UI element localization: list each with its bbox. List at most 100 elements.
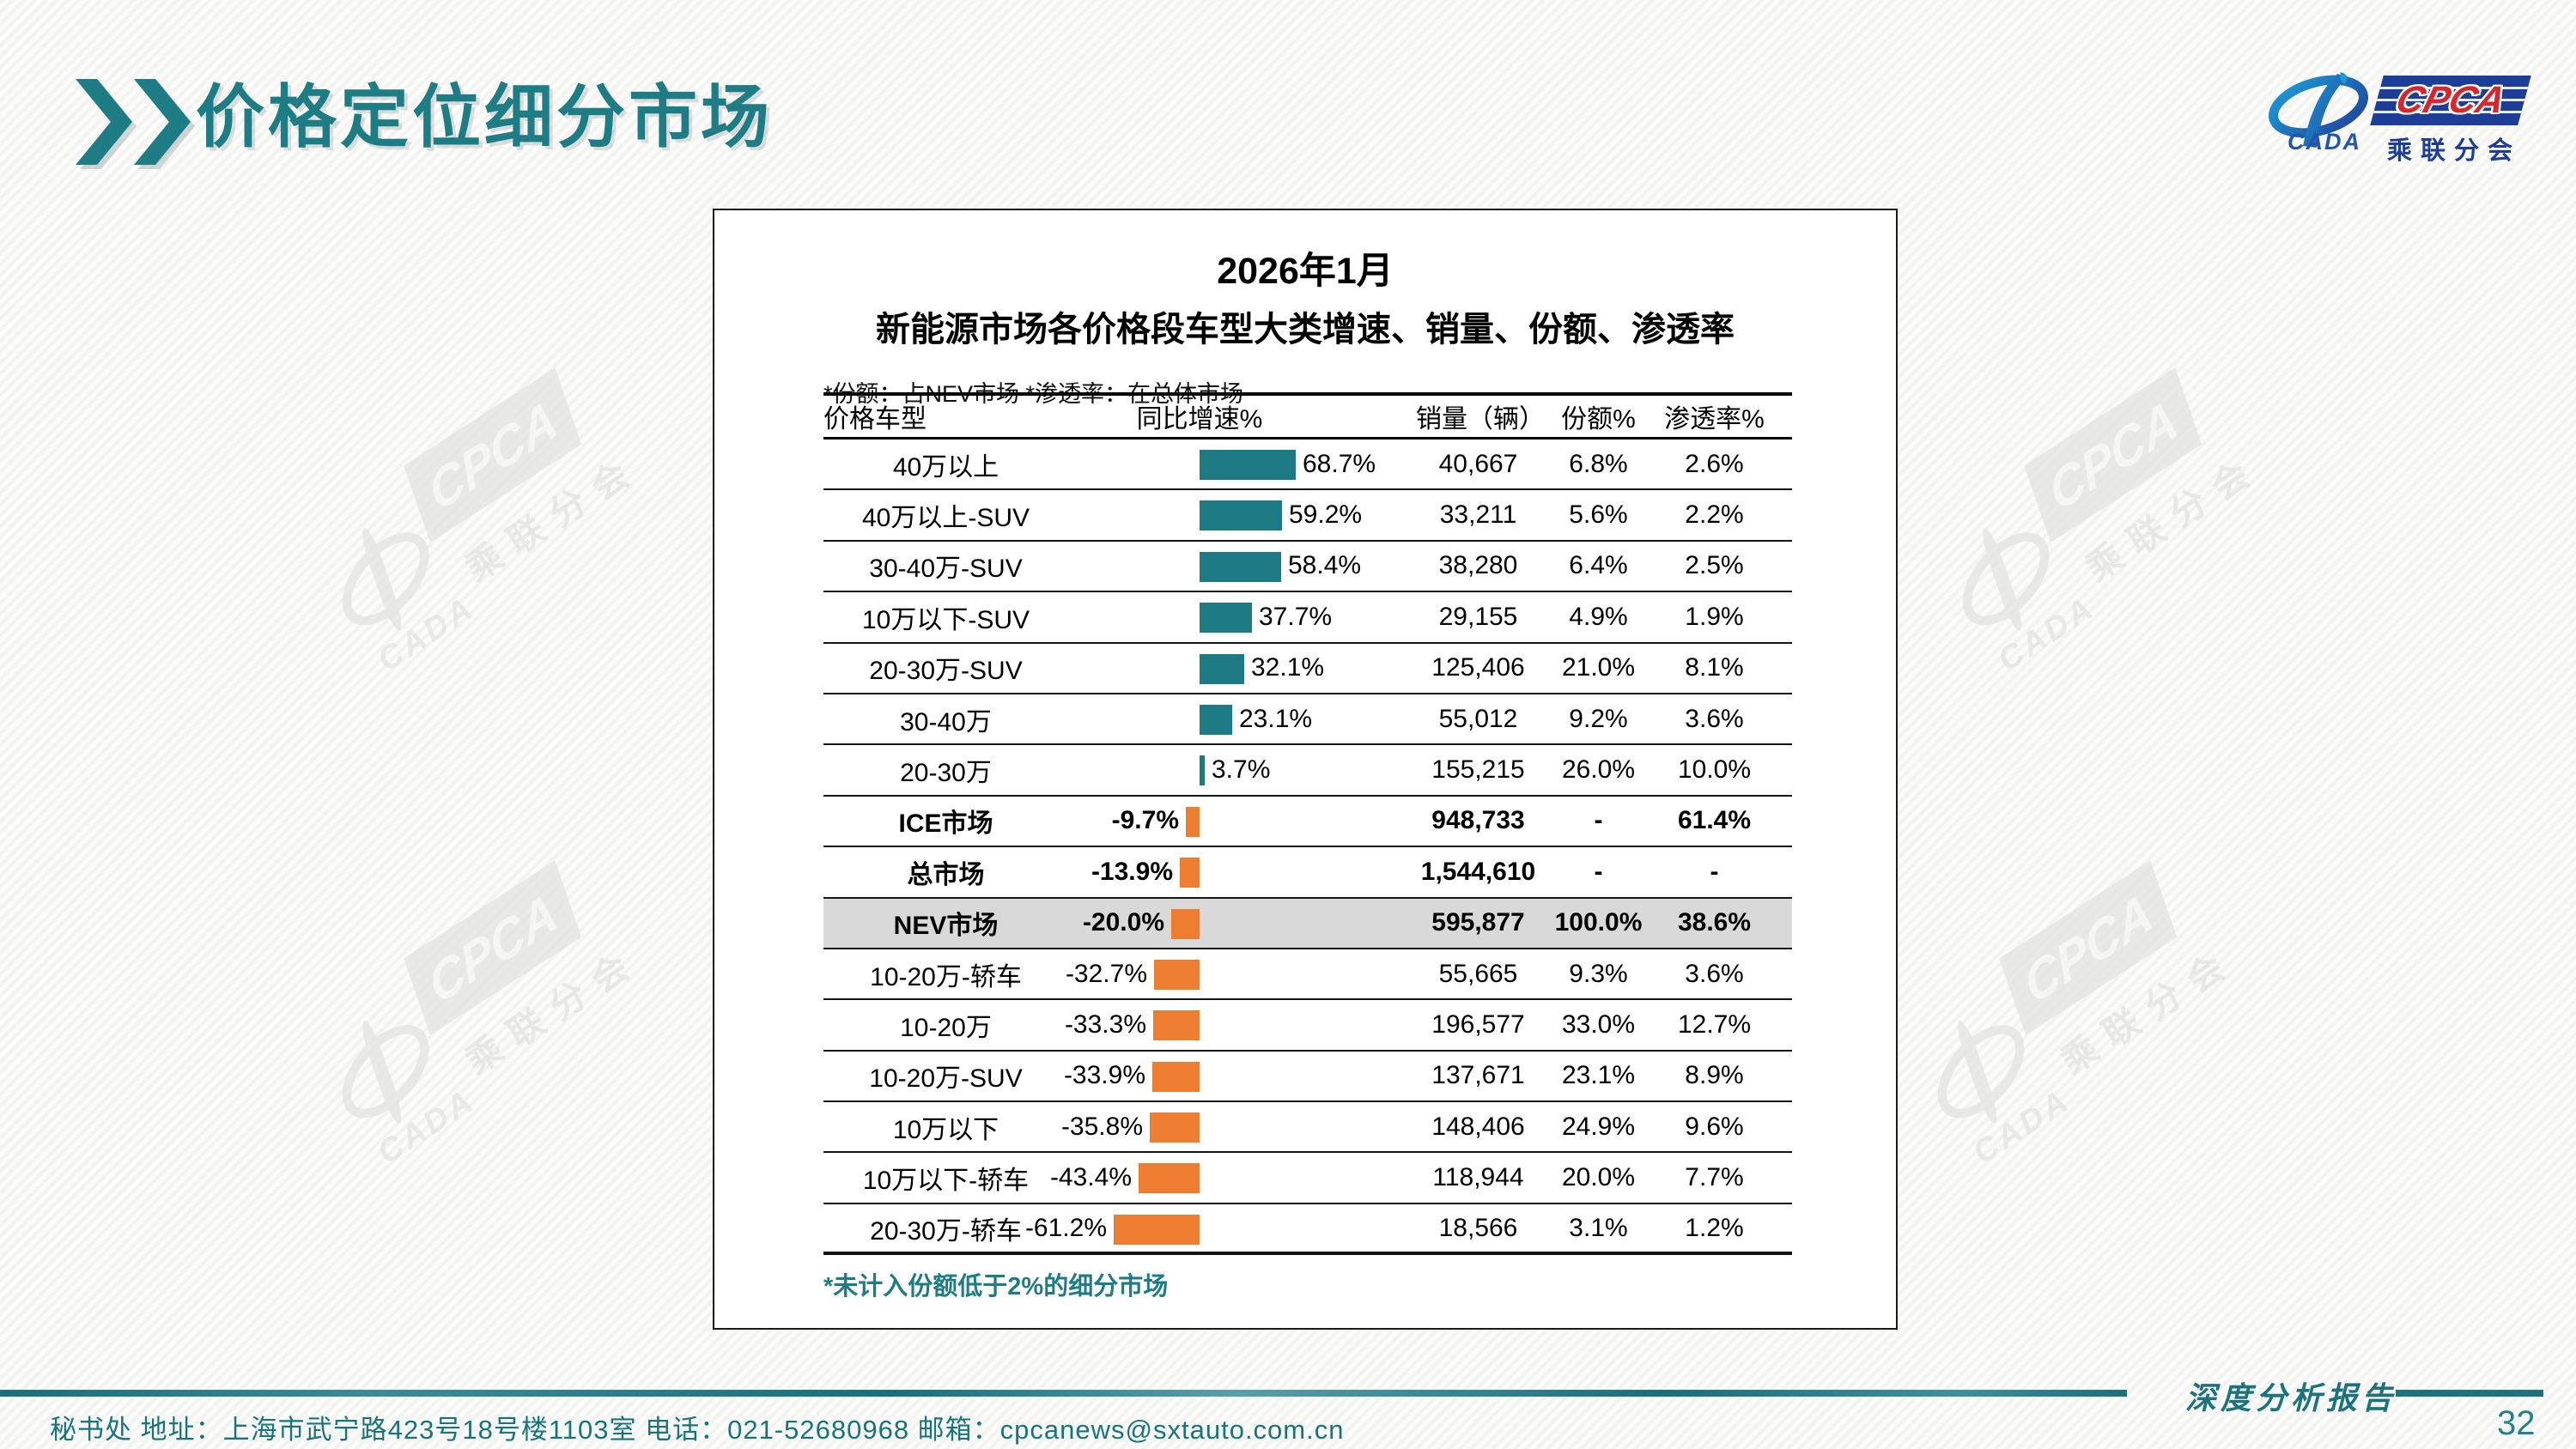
table-row: 20-30万-SUV 32.1% 125,406 21.0% 8.1% [823,644,1792,694]
row-sales: 125,406 [1431,653,1525,682]
row-category: 10万以下-轿车 [862,1167,1030,1196]
growth-bar [1186,806,1200,837]
footer-divider-line [0,1390,2127,1397]
table-row: 20-30万-轿车 -61.2% 18,566 3.1% 1.2% [823,1204,1792,1256]
growth-bar-cell: 32.1% [1068,644,1416,693]
table-row: ICE市场 -9.7% 948,733 - 61.4% [823,797,1792,848]
watermark: CADA CPCA 乘联分会 [293,858,671,1203]
row-sales: 18,566 [1438,1213,1518,1242]
growth-bar-cell: -61.2% [1025,1204,1416,1252]
table-row: 30-40万-SUV 58.4% 38,280 6.4% 2.5% [823,542,1792,593]
row-share: 20.0% [1561,1163,1636,1192]
growth-value: -35.8% [1060,1112,1143,1141]
row-penetration: 9.6% [1685,1112,1744,1141]
chevron-right-icon [134,79,191,165]
watermark: CADA CPCA 乘联分会 [1888,858,2267,1203]
growth-value: -32.7% [1065,959,1147,988]
growth-bar-cell: 58.4% [1068,542,1416,591]
row-penetration: 12.7% [1677,1009,1752,1039]
growth-bar-cell: 68.7% [1068,440,1416,488]
growth-bar-cell: -20.0% [1068,899,1416,948]
growth-value: -20.0% [1082,908,1164,937]
row-share: 6.4% [1569,551,1628,580]
cpca-logo-text: CPCA [2391,79,2511,121]
row-penetration: 1.2% [1685,1213,1744,1242]
row-category: 40万以上-SUV [861,504,1030,533]
table-row: 10万以下-轿车 -43.4% 118,944 20.0% 7.7% [823,1153,1792,1204]
row-sales: 155,215 [1431,755,1525,785]
row-share: 5.6% [1569,500,1628,530]
row-sales: 148,406 [1431,1112,1525,1141]
growth-bar-cell: -33.3% [1065,1000,1416,1049]
table-row: 20-30万 3.7% 155,215 26.0% 10.0% [823,745,1792,797]
row-category: 10-20万-SUV [869,1064,1023,1094]
growth-bar [1200,755,1205,786]
row-share: 6.8% [1569,449,1628,478]
row-penetration: - [1710,857,1719,886]
growth-bar-cell: 3.7% [1068,745,1416,794]
watermark: CADA CPCA 乘联分会 [1913,365,2292,711]
header-sales: 销量（辆） [1416,405,1545,433]
row-category: ICE市场 [898,809,993,839]
cpca-branch-label: 乘联分会 [2386,137,2521,165]
cada-label: CADA [2287,129,2361,155]
row-penetration: 61.4% [1677,806,1752,835]
table-row: 10-20万 -33.3% 196,577 33.0% 12.7% [823,1000,1792,1052]
header-category: 价格车型 [823,405,927,433]
table-row: 10万以下-SUV 37.7% 29,155 4.9% 1.9% [823,592,1792,644]
table-row: 40万以上 68.7% 40,667 6.8% 2.6% [823,440,1792,491]
row-share: 9.3% [1569,959,1628,988]
row-category: NEV市场 [893,912,999,941]
row-sales: 55,665 [1438,959,1518,988]
row-sales: 55,012 [1438,704,1518,733]
row-penetration: 2.2% [1685,500,1744,530]
row-category: 30-40万-SUV [869,555,1023,584]
row-sales: 38,280 [1438,551,1518,580]
growth-bar [1152,1061,1200,1092]
growth-bar-cell: 23.1% [1068,694,1416,743]
growth-bar [1139,1163,1200,1194]
title-chevrons-icon [76,79,192,165]
growth-bar [1200,653,1244,684]
growth-bar [1200,704,1232,735]
row-share: 26.0% [1561,755,1636,785]
growth-bar [1200,450,1296,480]
row-penetration: 7.7% [1685,1163,1744,1192]
table-row: 总市场 -13.9% 1,544,610 - - [823,847,1792,899]
growth-value: 37.7% [1259,602,1333,631]
row-share: - [1594,857,1603,886]
growth-bar-cell: -33.9% [1064,1052,1416,1100]
growth-value: -13.9% [1091,857,1173,886]
row-penetration: 2.6% [1685,449,1744,478]
chart-title-line1: 2026年1月 [1217,251,1394,292]
row-share: 9.2% [1569,704,1628,733]
chart-footnote: *未计入份额低于2%的细分市场 [823,1273,1169,1300]
watermark: CADA CPCA 乘联分会 [293,365,671,711]
row-penetration: 10.0% [1677,755,1752,785]
growth-value: -9.7% [1111,806,1179,835]
growth-bar-cell: -9.7% [1068,797,1416,846]
growth-bar-cell: 37.7% [1068,592,1416,641]
row-sales: 595,877 [1431,908,1525,937]
growth-bar [1153,1010,1200,1041]
row-category: 10万以下 [892,1115,999,1144]
cpca-logo: CPCA 乘联分会 CADA [2265,72,2540,165]
row-share: 100.0% [1554,908,1643,937]
growth-value: 58.4% [1288,551,1362,580]
growth-value: -43.4% [1049,1163,1132,1192]
row-category: 10-20万-轿车 [870,962,1022,991]
page-title: 价格定位细分市场 [196,79,773,155]
row-share: 33.0% [1561,1009,1636,1039]
page-number: 32 [2497,1404,2536,1442]
row-sales: 948,733 [1431,806,1525,835]
row-share: 4.9% [1569,602,1628,631]
table-row: 40万以上-SUV 59.2% 33,211 5.6% 2.2% [823,490,1792,542]
row-sales: 29,155 [1438,602,1518,631]
chevron-right-icon [76,79,132,165]
footer-divider-line [2396,1390,2543,1397]
row-category: 30-40万 [900,707,992,737]
report-type-label: 深度分析报告 [2185,1380,2397,1416]
row-category: 10-20万 [900,1013,992,1042]
growth-value: 23.1% [1239,704,1313,733]
